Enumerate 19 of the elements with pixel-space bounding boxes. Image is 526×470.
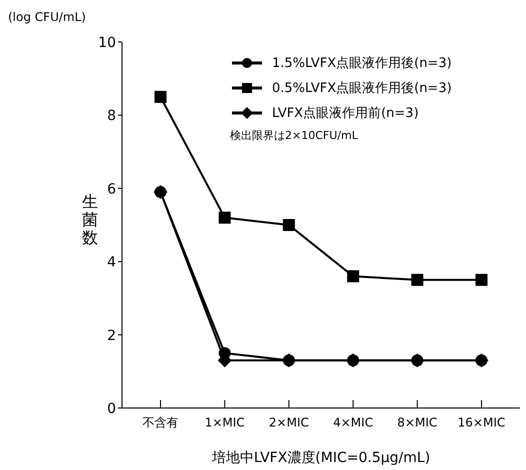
x-axis-title: 培地中LVFX濃度(MIC=0.5μg/mL): [210, 450, 430, 466]
y-tick-label: 6: [107, 181, 116, 198]
y-tick-label: 8: [107, 108, 116, 124]
text: (log CFU/mL): [8, 10, 86, 24]
x-tick-label: 4×MIC: [333, 416, 374, 430]
legend-label: 1.5%LVFX点眼液作用後(n=3): [272, 54, 452, 72]
legend-label: LVFX点眼液作用前(n=3): [272, 104, 419, 122]
y-tick-label: 10: [98, 34, 116, 51]
legend-label: 0.5%LVFX点眼液作用後(n=3): [272, 80, 452, 96]
x-tick-label: 8×MIC: [397, 416, 438, 430]
x-tick-label: 1×MIC: [204, 416, 245, 430]
y-tick-label: 0: [107, 400, 116, 417]
y-tick-label: 4: [107, 254, 116, 271]
y-axis-title: 生菌数: [82, 192, 98, 247]
x-tick-label: 不含有: [142, 416, 179, 430]
annotation: 検出限界は2×10CFU/mL: [230, 128, 359, 143]
x-tick-label: 16×MIC: [458, 416, 506, 430]
x-tick-label: 2×MIC: [268, 416, 309, 430]
y-tick-label: 2: [107, 328, 116, 344]
